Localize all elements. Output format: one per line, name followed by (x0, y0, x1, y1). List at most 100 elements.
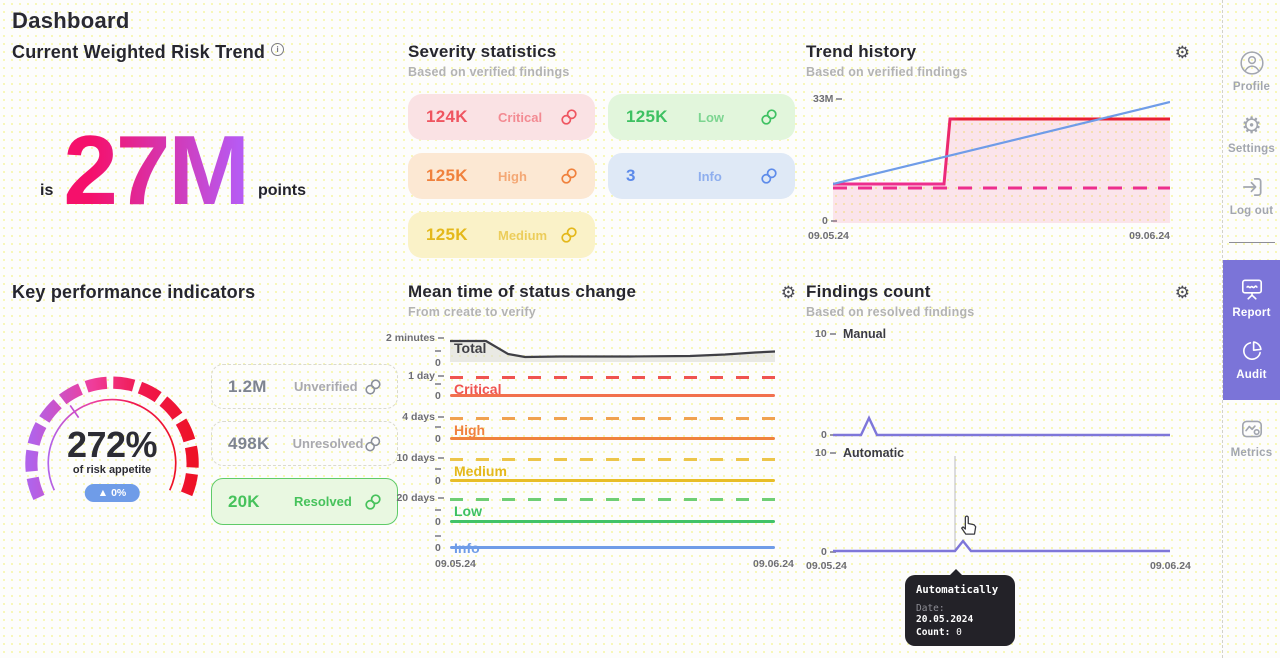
tooltip-count: 0 (956, 627, 962, 638)
tooltip-count-label: Count: (916, 627, 951, 638)
kpi-card-unverified[interactable]: 1.2M Unverified (211, 364, 398, 409)
gauge-value: 272% (66, 424, 158, 465)
mean-time-row-info[interactable]: 0 Info (435, 534, 775, 556)
link-icon[interactable] (559, 166, 579, 186)
risk-trend-value: 27M (63, 115, 250, 225)
sidebar: Profile ⚙ Settings Log out Report (1222, 0, 1280, 658)
risk-trend-prefix: is (40, 182, 54, 200)
severity-statistics-section: Severity statistics Based on verified fi… (408, 42, 798, 262)
sidebar-item-settings[interactable]: ⚙ Settings (1223, 102, 1280, 164)
sidebar-item-metrics[interactable]: Metrics (1223, 406, 1280, 468)
kpi-label: Resolved (294, 494, 352, 509)
row-name: Info (454, 540, 480, 556)
trend-history-section: Trend history Based on verified findings… (806, 42, 1192, 262)
severity-label: Medium (498, 227, 548, 243)
link-icon[interactable] (559, 107, 579, 127)
severity-subtitle: Based on verified findings (408, 65, 570, 79)
mean-time-row-high[interactable]: 4 days 0 High (402, 411, 775, 445)
link-icon[interactable] (363, 377, 383, 397)
delta-up-icon: ▲ (97, 487, 109, 499)
severity-title: Severity statistics (408, 42, 557, 61)
automatic-y-max: 10 (815, 447, 836, 459)
risk-appetite-gauge: 272% of risk appetite ▲ 0% (18, 364, 206, 514)
gear-icon[interactable]: ⚙ (1174, 283, 1190, 302)
x-axis-start-label: 09.05.24 (806, 560, 847, 572)
trend-history-chart[interactable] (833, 98, 1170, 224)
x-axis-end-label: 09.06.24 (1150, 560, 1191, 572)
severity-card-medium[interactable]: 125K Medium (408, 212, 595, 258)
x-axis-end-label: 09.06.24 (753, 558, 794, 570)
automatic-y-zero: 0 (821, 546, 836, 558)
mean-time-row-critical[interactable]: 1 day 0 Critical (408, 370, 775, 402)
mean-time-section: Mean time of status change From create t… (386, 282, 798, 582)
automatic-chart[interactable] (833, 454, 1170, 554)
row-name: Medium (454, 463, 507, 479)
x-axis-end-label: 09.06.24 (1129, 230, 1170, 242)
gauge-arc (25, 376, 199, 500)
manual-label: Manual (843, 327, 887, 341)
link-icon[interactable] (559, 225, 579, 245)
dashed-max-line (450, 416, 775, 420)
sidebar-item-profile[interactable]: Profile (1223, 40, 1280, 102)
sidebar-item-audit[interactable]: Audit (1223, 328, 1280, 390)
zero-line (450, 519, 775, 523)
severity-label: Critical (498, 109, 543, 125)
link-icon[interactable] (363, 492, 383, 512)
findings-count-section: Findings count Based on resolved finding… (806, 282, 1192, 652)
zero-line (450, 545, 775, 549)
mean-time-subtitle: From create to verify (408, 305, 536, 319)
severity-card-critical[interactable]: 124K Critical (408, 94, 595, 140)
gear-icon[interactable]: ⚙ (1174, 43, 1190, 62)
mean-time-row-medium[interactable]: 10 days 0 Medium (396, 452, 775, 487)
gear-icon[interactable]: ⚙ (780, 283, 796, 302)
severity-card-low[interactable]: 125K Low (608, 94, 795, 140)
findings-subtitle: Based on resolved findings (806, 305, 975, 319)
severity-card-info[interactable]: 3 Info (608, 153, 795, 199)
dashed-max-line (450, 375, 775, 379)
zero-line (450, 393, 775, 397)
severity-label: Info (698, 168, 722, 184)
delta-value: 0% (111, 487, 127, 499)
sidebar-item-label: Profile (1232, 81, 1271, 93)
chart-tooltip: Automatically Date: 20.05.2024 Count: 0 (905, 569, 1015, 646)
severity-label: Low (698, 109, 724, 125)
kpi-card-unresolved[interactable]: 498K Unresolved (211, 421, 398, 466)
sidebar-active-group: Report Audit (1223, 260, 1280, 400)
dashed-max-line (450, 497, 775, 501)
tooltip-date: 20.05.2024 (916, 614, 974, 625)
x-axis-start-label: 09.05.24 (435, 558, 476, 570)
tooltip-date-label: Date: (916, 603, 945, 614)
sidebar-item-label: Settings (1228, 143, 1275, 155)
risk-trend-value-group: is 27M points (40, 115, 306, 225)
row-max-label: 20 days (396, 492, 444, 504)
manual-chart[interactable] (833, 342, 1170, 438)
mean-time-row-low[interactable]: 20 days 0 Low (396, 492, 775, 528)
kpi-label: Unverified (294, 379, 358, 394)
row-max-label: 2 minutes (386, 332, 444, 344)
y-axis-zero-label: 0 (822, 215, 837, 227)
mean-time-row-total[interactable]: 2 minutes 0 Total (386, 332, 775, 369)
kpi-card-resolved[interactable]: 20K Resolved (211, 478, 398, 525)
severity-value: 124K (426, 107, 468, 126)
x-axis-start-label: 09.05.24 (808, 230, 849, 242)
severity-value: 125K (626, 107, 668, 126)
link-icon[interactable] (759, 166, 779, 186)
gauge-caption: of risk appetite (72, 464, 152, 476)
sidebar-item-label: Metrics (1230, 447, 1273, 459)
row-zero-label: 0 (435, 463, 444, 487)
manual-y-zero: 0 (821, 429, 836, 441)
severity-card-high[interactable]: 125K High (408, 153, 595, 199)
trend-history-title: Trend history (806, 42, 917, 61)
sidebar-item-logout[interactable]: Log out (1223, 164, 1280, 226)
kpi-value: 1.2M (228, 376, 267, 396)
row-name: High (454, 422, 486, 438)
manual-y-max: 10 (815, 328, 836, 340)
info-icon[interactable]: i (271, 42, 285, 56)
metrics-icon (1241, 420, 1262, 438)
row-name: Critical (454, 381, 502, 397)
risk-trend-title: Current Weighted Risk Trend (12, 42, 266, 62)
zero-line (450, 436, 775, 440)
link-icon[interactable] (363, 434, 383, 454)
link-icon[interactable] (759, 107, 779, 127)
sidebar-item-report[interactable]: Report (1223, 266, 1280, 328)
